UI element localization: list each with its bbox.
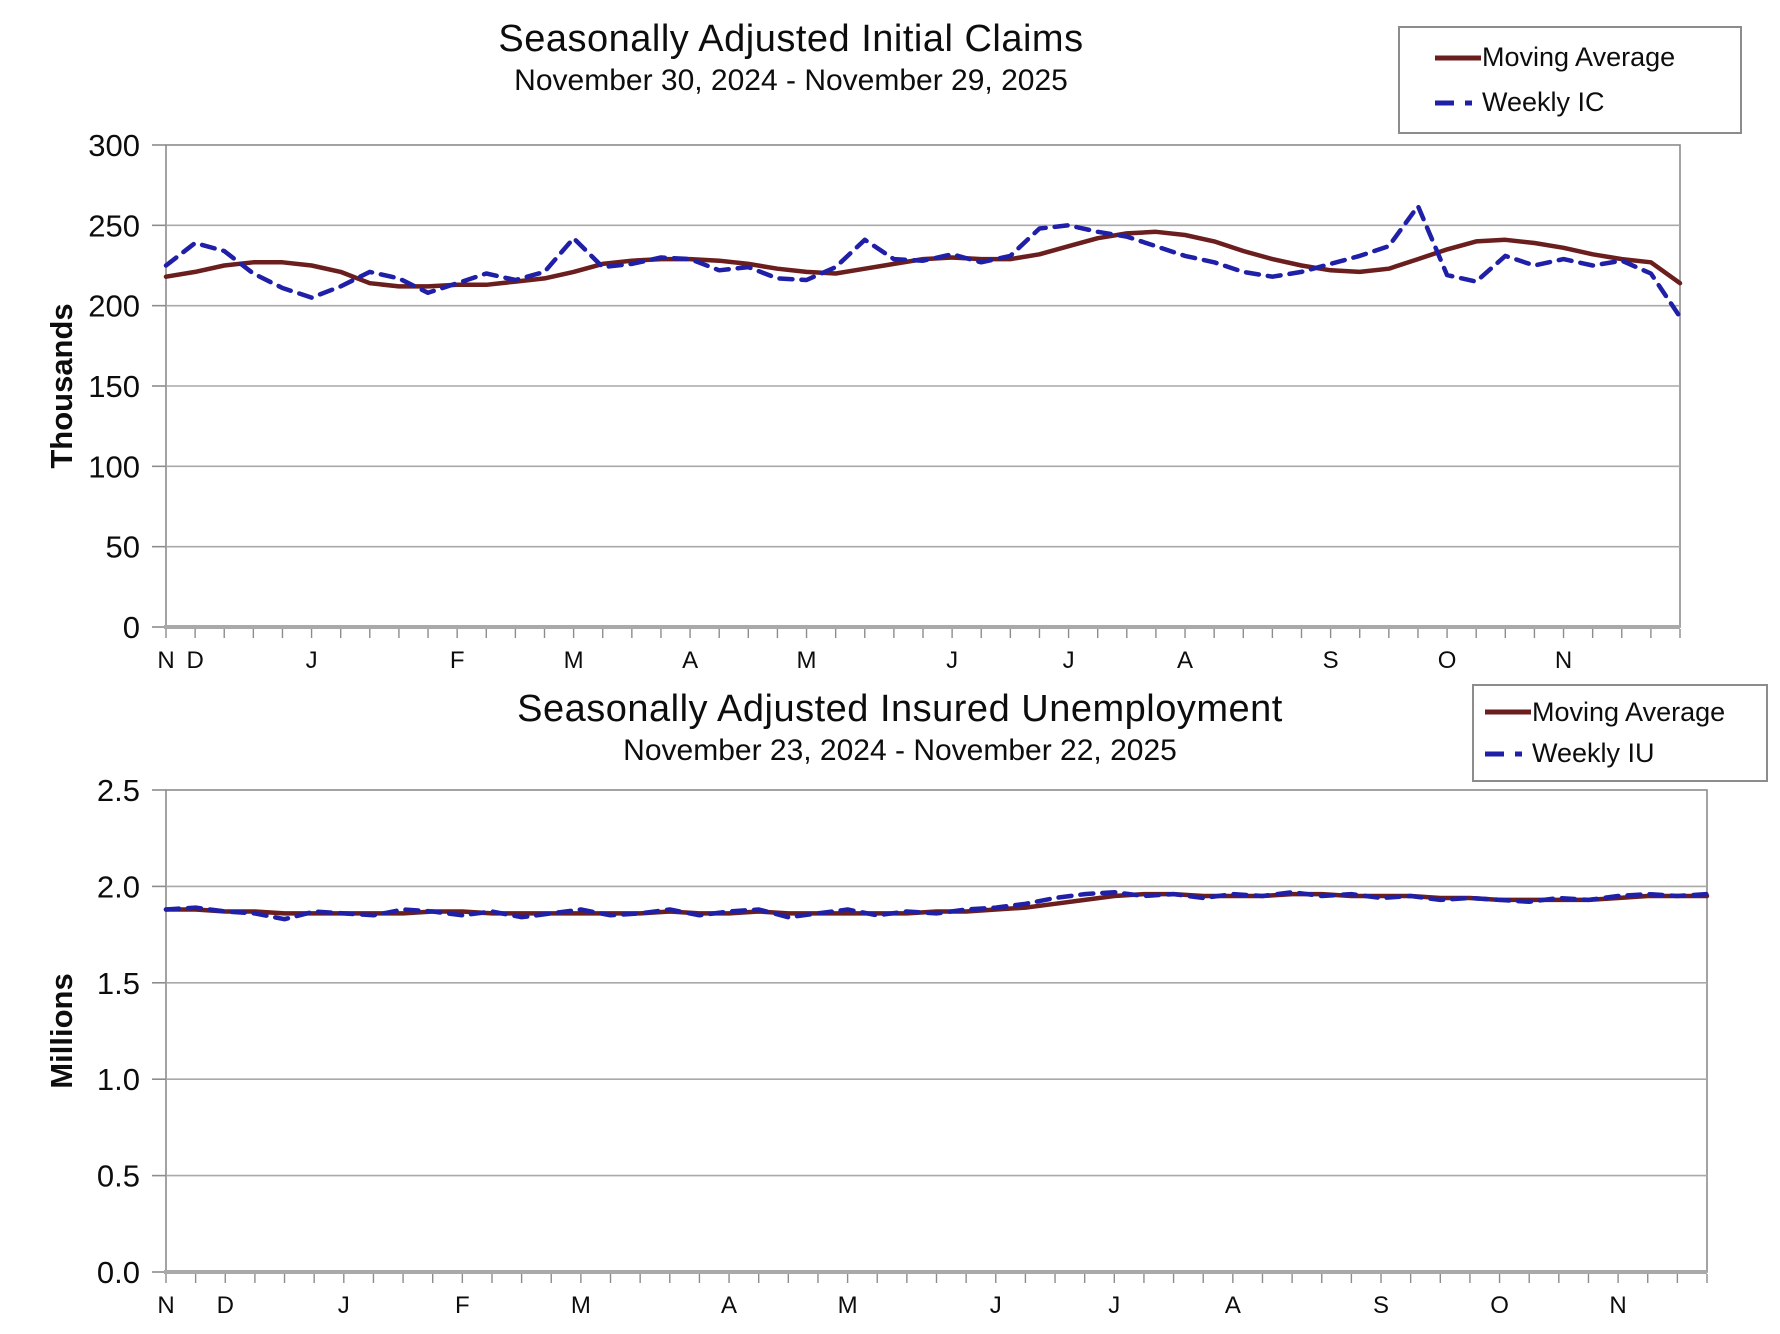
y-tick-label: 150	[88, 369, 140, 404]
x-month-label: S	[1373, 1292, 1389, 1319]
x-month-label: S	[1323, 647, 1339, 674]
x-month-label: A	[721, 1292, 737, 1319]
x-month-label: J	[338, 1292, 350, 1319]
insured-unemployment-legend: Moving Average Weekly IU	[1472, 684, 1768, 782]
y-tick-label: 2.5	[97, 773, 140, 808]
x-month-label: J	[946, 647, 958, 674]
x-month-label: N	[1555, 647, 1572, 674]
x-month-label: O	[1490, 1292, 1509, 1319]
y-tick-label: 100	[88, 449, 140, 484]
x-month-label: M	[564, 647, 584, 674]
legend-item-moving-average: Moving Average	[1434, 42, 1740, 73]
initial-claims-title: Seasonally Adjusted Initial Claims	[498, 18, 1084, 60]
initial-claims-legend: Moving Average Weekly IC	[1398, 26, 1742, 134]
legend-label: Moving Average	[1532, 696, 1726, 727]
x-month-label: M	[797, 647, 817, 674]
insured-unemployment-subtitle: November 23, 2024 - November 22, 2025	[623, 734, 1177, 767]
legend-item-weekly-ic: Weekly IC	[1434, 87, 1740, 118]
x-month-label: D	[186, 647, 203, 674]
weekly-series-line	[163, 889, 1710, 922]
x-month-label: M	[838, 1292, 858, 1319]
x-month-label: J	[1063, 647, 1075, 674]
weekly-series-line	[163, 203, 1683, 320]
legend-label: Moving Average	[1482, 42, 1676, 72]
x-month-label: J	[1108, 1292, 1120, 1319]
x-month-label: M	[571, 1292, 591, 1319]
x-month-label: A	[1225, 1292, 1241, 1319]
x-month-label: J	[990, 1292, 1002, 1319]
x-month-label: J	[306, 647, 318, 674]
x-month-label: D	[217, 1292, 234, 1319]
moving-average-line-swatch	[1435, 55, 1481, 60]
weekly-ic-line-swatch	[1435, 100, 1481, 105]
y-tick-label: 250	[88, 208, 140, 243]
x-month-label: N	[157, 647, 174, 674]
x-month-label: F	[455, 1292, 470, 1319]
y-tick-label: 300	[88, 128, 140, 163]
y-tick-label: 0.0	[97, 1255, 140, 1290]
legend-label: Weekly IC	[1482, 87, 1605, 117]
y-tick-label: 200	[88, 289, 140, 324]
y-tick-label: 2.0	[97, 869, 140, 904]
x-month-label: N	[157, 1292, 174, 1319]
x-month-label: A	[682, 647, 698, 674]
y-tick-label: 1.0	[97, 1062, 140, 1097]
legend-item-weekly-iu: Weekly IU	[1484, 738, 1766, 769]
moving-average-line-swatch	[1485, 709, 1531, 715]
insured-unemployment-title: Seasonally Adjusted Insured Unemployment	[517, 688, 1283, 730]
y-tick-label: 1.5	[97, 966, 140, 1001]
initial-claims-subtitle: November 30, 2024 - November 29, 2025	[514, 64, 1068, 97]
plot-border	[165, 789, 1708, 1273]
x-month-label: F	[450, 647, 465, 674]
x-month-label: O	[1438, 647, 1457, 674]
weekly-iu-line-swatch	[1485, 751, 1531, 757]
legend-item-moving-average: Moving Average	[1484, 697, 1766, 728]
legend-label: Weekly IU	[1532, 738, 1655, 769]
x-month-label: N	[1609, 1292, 1626, 1319]
y-tick-label: 0.5	[97, 1159, 140, 1194]
y-tick-label: 0	[123, 610, 140, 645]
x-month-label: A	[1177, 647, 1193, 674]
y-tick-label: 50	[106, 530, 140, 565]
